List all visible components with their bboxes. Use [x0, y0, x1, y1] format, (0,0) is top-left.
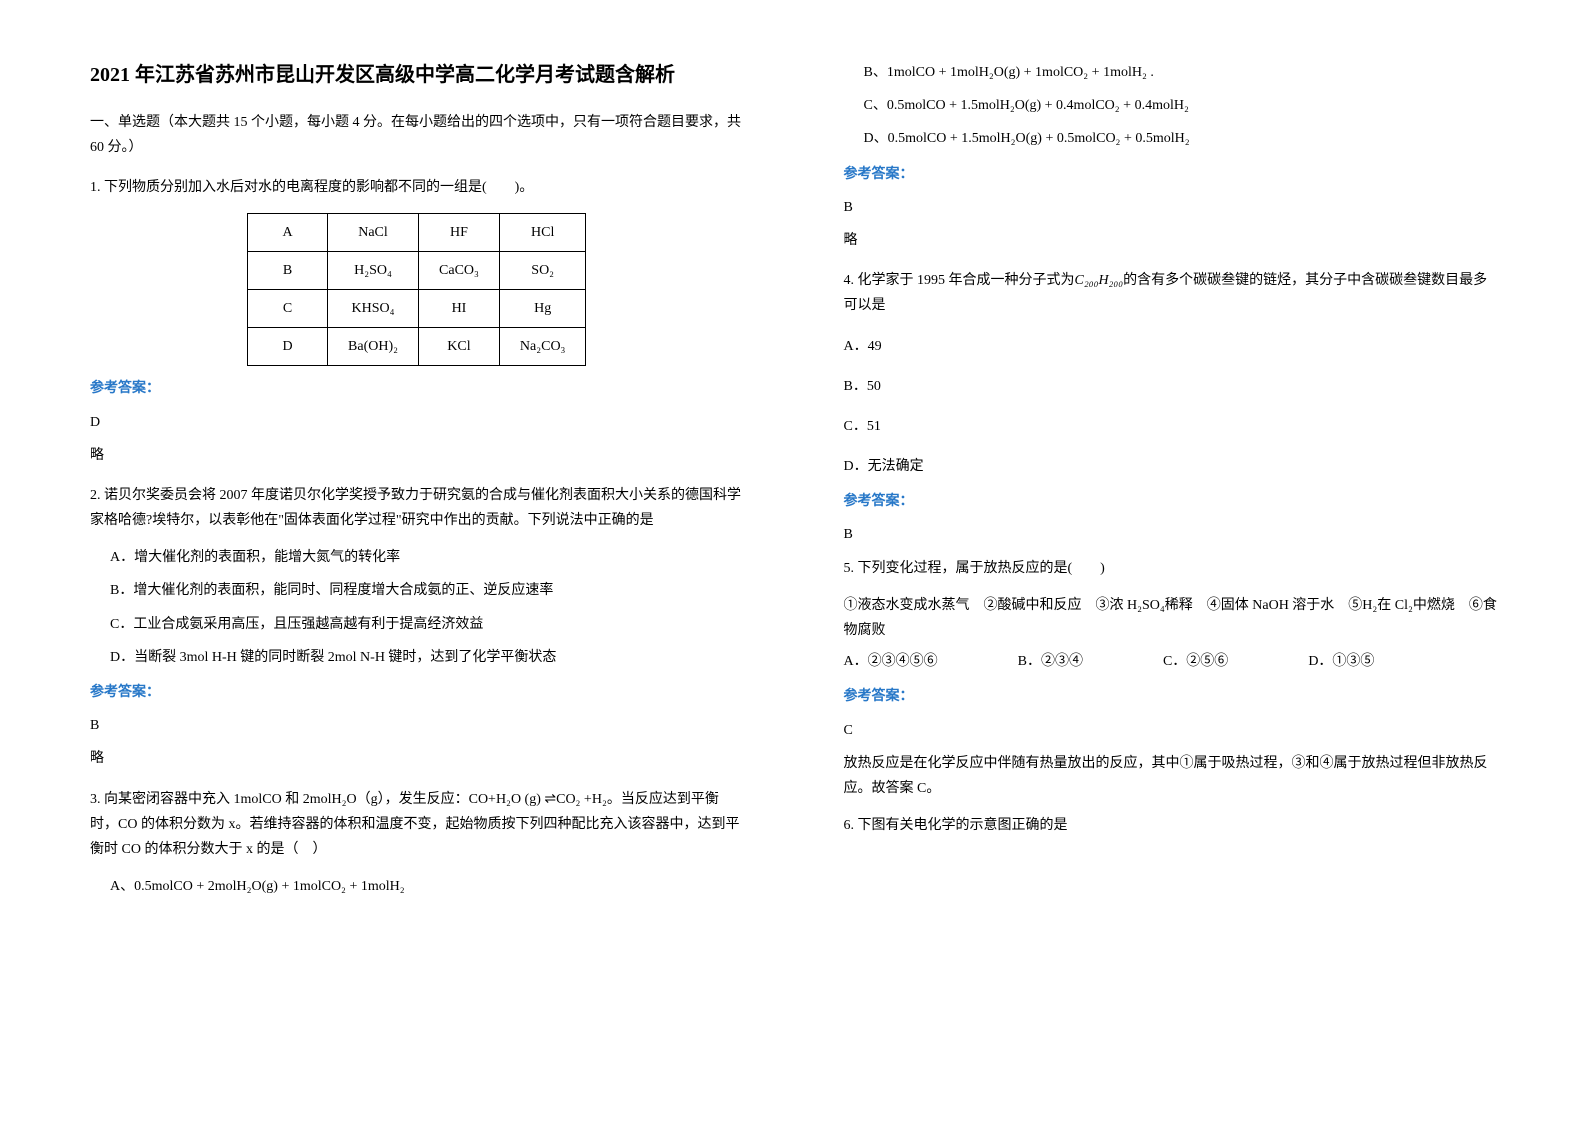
- table-cell: NaCl: [328, 213, 419, 251]
- option-b: B、1molCO + 1molH₂O(g) + 1molCO₂ + 1molH₂…: [844, 60, 1498, 85]
- table-cell: KCl: [419, 328, 500, 366]
- option-a: A．②③④⑤⑥: [844, 649, 938, 674]
- answer-label: 参考答案：: [844, 489, 1498, 514]
- table-cell: Na₂CO₃: [499, 328, 586, 366]
- option-a: A．49: [844, 334, 1498, 359]
- answer-value: B: [844, 195, 1498, 220]
- answer-value: D: [90, 410, 744, 435]
- answer-label: 参考答案：: [844, 162, 1498, 187]
- answer-value: C: [844, 718, 1498, 743]
- question-3: 3. 向某密闭容器中充入 1molCO 和 2molH₂O（g），发生反应：CO…: [90, 787, 744, 863]
- table-cell: Hg: [499, 289, 586, 327]
- option-b: B．②③④: [1018, 649, 1083, 674]
- table-cell: HF: [419, 213, 500, 251]
- option-a: A、0.5molCO + 2molH₂O(g) + 1molCO₂ + 1mol…: [90, 874, 744, 899]
- answer-brief: 略: [844, 228, 1498, 253]
- answer-label: 参考答案：: [90, 680, 744, 705]
- right-column: B、1molCO + 1molH₂O(g) + 1molCO₂ + 1molH₂…: [794, 0, 1587, 1122]
- section-header: 一、单选题（本大题共 15 个小题，每小题 4 分。在每小题给出的四个选项中，只…: [90, 110, 744, 160]
- answer-brief: 略: [90, 443, 744, 468]
- table-cell: H₂SO₄: [328, 251, 419, 289]
- option-a: A．增大催化剂的表面积，能增大氮气的转化率: [90, 545, 744, 570]
- question-6: 6. 下图有关电化学的示意图正确的是: [844, 813, 1498, 838]
- option-c: C．51: [844, 414, 1498, 439]
- answer-label: 参考答案：: [844, 684, 1498, 709]
- table-row: B H₂SO₄ CaCO₃ SO₂: [248, 251, 586, 289]
- q1-table: A NaCl HF HCl B H₂SO₄ CaCO₃ SO₂ C KHSO₄ …: [247, 213, 586, 367]
- option-c: C．工业合成氨采用高压，且压强越高越有利于提高经济效益: [90, 612, 744, 637]
- table-cell: CaCO₃: [419, 251, 500, 289]
- option-d: D．无法确定: [844, 454, 1498, 479]
- left-column: 2021 年江苏省苏州市昆山开发区高级中学高二化学月考试题含解析 一、单选题（本…: [0, 0, 794, 1122]
- option-c: C．②⑤⑥: [1163, 649, 1228, 674]
- table-cell: C: [248, 289, 328, 327]
- table-cell: Ba(OH)₂: [328, 328, 419, 366]
- option-d: D、0.5molCO + 1.5molH₂O(g) + 0.5molCO₂ + …: [844, 126, 1498, 151]
- question-2: 2. 诺贝尔奖委员会将 2007 年度诺贝尔化学奖授予致力于研究氨的合成与催化剂…: [90, 483, 744, 533]
- table-row: A NaCl HF HCl: [248, 213, 586, 251]
- q4-formula: C₂₀₀H₂₀₀: [1075, 273, 1124, 288]
- q5-options-text: ①液态水变成水蒸气 ②酸碱中和反应 ③浓 H₂SO₄稀释 ④固体 NaOH 溶于…: [844, 593, 1498, 643]
- table-row: D Ba(OH)₂ KCl Na₂CO₃: [248, 328, 586, 366]
- answer-label: 参考答案：: [90, 376, 744, 401]
- exam-title: 2021 年江苏省苏州市昆山开发区高级中学高二化学月考试题含解析: [90, 60, 744, 90]
- table-cell: A: [248, 213, 328, 251]
- option-b: B．增大催化剂的表面积，能同时、同程度增大合成氨的正、逆反应速率: [90, 578, 744, 603]
- table-cell: SO₂: [499, 251, 586, 289]
- table-cell: D: [248, 328, 328, 366]
- option-d: D．①③⑤: [1308, 649, 1374, 674]
- answer-brief: 略: [90, 746, 744, 771]
- q4-text-p1: 4. 化学家于 1995 年合成一种分子式为: [844, 273, 1075, 288]
- q5-choice-row: A．②③④⑤⑥ B．②③④ C．②⑤⑥ D．①③⑤: [844, 649, 1498, 674]
- question-1: 1. 下列物质分别加入水后对水的电离程度的影响都不同的一组是( )。: [90, 175, 744, 200]
- table-row: C KHSO₄ HI Hg: [248, 289, 586, 327]
- option-d: D．当断裂 3mol H-H 键的同时断裂 2mol N-H 键时，达到了化学平…: [90, 645, 744, 670]
- option-b: B．50: [844, 374, 1498, 399]
- table-cell: HCl: [499, 213, 586, 251]
- question-5: 5. 下列变化过程，属于放热反应的是( ): [844, 556, 1498, 581]
- table-cell: HI: [419, 289, 500, 327]
- table-cell: B: [248, 251, 328, 289]
- table-cell: KHSO₄: [328, 289, 419, 327]
- answer-value: B: [844, 522, 1498, 547]
- answer-explain: 放热反应是在化学反应中伴随有热量放出的反应，其中①属于吸热过程，③和④属于放热过…: [844, 751, 1498, 801]
- answer-value: B: [90, 713, 744, 738]
- question-4: 4. 化学家于 1995 年合成一种分子式为C₂₀₀H₂₀₀的含有多个碳碳叁键的…: [844, 268, 1498, 318]
- option-c: C、0.5molCO + 1.5molH₂O(g) + 0.4molCO₂ + …: [844, 93, 1498, 118]
